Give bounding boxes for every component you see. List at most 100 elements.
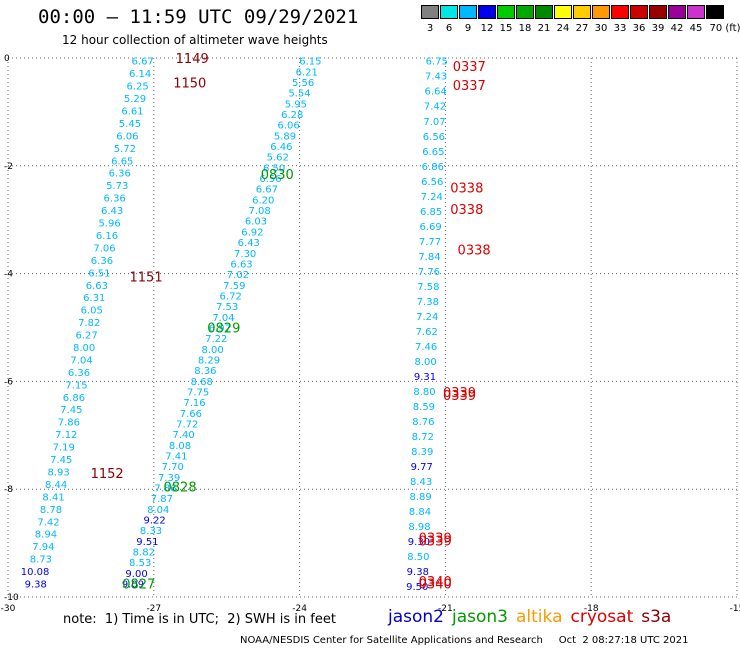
wave-height-label: 8.43	[410, 477, 432, 488]
colorbar-label: 42	[670, 23, 684, 34]
wave-height-label: 9.50	[406, 582, 428, 593]
footnote: note: 1) Time is in UTC; 2) SWH is in fe…	[63, 612, 336, 627]
wave-height-label: 8.59	[413, 402, 435, 413]
wave-height-label: 7.16	[183, 398, 205, 409]
wave-height-label: 6.85	[420, 207, 442, 218]
wave-height-label: 8.41	[42, 492, 64, 503]
wave-height-label: 6.21	[296, 67, 318, 78]
wave-height-label: 6.65	[422, 147, 444, 158]
time-label-s3a: 1152	[91, 467, 124, 482]
wave-height-label: 6.36	[104, 194, 126, 205]
colorbar-label: 39	[651, 23, 665, 34]
wave-height-label: 6.36	[91, 256, 113, 267]
colorbar-cell	[668, 5, 686, 19]
time-label-jason3: 0828	[164, 481, 197, 496]
satellite-legend: jason2 jason3 altika cryosat s3a	[388, 607, 679, 627]
wave-height-label: 7.86	[154, 483, 176, 494]
wave-height-label: 7.87	[151, 494, 173, 505]
wave-height-label: 6.31	[83, 293, 105, 304]
wave-height-label: 5.45	[119, 119, 141, 130]
wave-height-label: 6.25	[126, 82, 148, 93]
wave-height-label: 6.03	[245, 217, 267, 228]
colorbar-cell	[687, 5, 705, 19]
wave-height-label: 9.00	[125, 569, 147, 580]
wave-height-label: 8.50	[407, 552, 429, 563]
colorbar-cell	[554, 5, 572, 19]
wave-height-label: 7.15	[65, 380, 87, 391]
wave-height-label: 8.98	[408, 522, 430, 533]
x-tick-label: -30	[1, 604, 16, 612]
colorbar-cell	[649, 5, 667, 19]
wave-height-label: 8.93	[48, 467, 70, 478]
colorbar-label: 9	[464, 23, 472, 34]
wave-height-label: 6.50	[263, 163, 285, 174]
wave-height-label: 6.72	[220, 291, 242, 302]
wave-height-label: 7.86	[58, 418, 80, 429]
wave-height-label: 7.77	[419, 237, 441, 248]
colorbar-cell	[630, 5, 648, 19]
wave-height-label: 9.22	[144, 516, 166, 527]
time-label-cryosat: 0339	[419, 534, 452, 549]
wave-height-label: 9.77	[411, 462, 433, 473]
wave-height-label: 6.06	[277, 121, 299, 132]
colorbar-cell	[592, 5, 610, 19]
wave-height-label: 7.58	[417, 282, 439, 293]
y-tick-label: -2	[4, 162, 13, 172]
wave-height-label: 6.86	[422, 162, 444, 173]
wave-height-label: 5.96	[98, 219, 120, 230]
wave-height-label: 5.29	[124, 94, 146, 105]
time-label-cryosat: 0339	[443, 389, 476, 404]
legend-item-jason3: jason3	[452, 607, 508, 627]
colorbar-label: 33	[613, 23, 627, 34]
wave-height-label: 5.54	[288, 89, 310, 100]
wave-height-label: 7.42	[424, 102, 446, 113]
wave-height-label: 9.38	[25, 580, 47, 591]
wave-height-label: 7.22	[205, 334, 227, 345]
wave-height-label: 7.06	[93, 243, 115, 254]
wave-height-label: 7.43	[425, 72, 447, 83]
wave-height-label: 7.45	[50, 455, 72, 466]
colorbar-cell	[516, 5, 534, 19]
wave-height-label: 7.39	[158, 473, 180, 484]
colorbar-cell	[611, 5, 629, 19]
credit-line: NOAA/NESDIS Center for Satellite Applica…	[240, 635, 689, 646]
colorbar-cell	[706, 5, 724, 19]
wave-height-label: 8.78	[40, 505, 62, 516]
wave-height-label: 7.38	[417, 297, 439, 308]
wave-height-label: 6.67	[132, 57, 154, 68]
wave-height-label: 6.27	[76, 331, 98, 342]
wave-height-label: 10.08	[21, 567, 50, 578]
wave-height-label: 6.14	[129, 69, 151, 80]
wave-height-label: 7.19	[53, 443, 75, 454]
wave-height-label: 7.41	[165, 451, 187, 462]
colorbar-label: 3	[426, 23, 434, 34]
wave-height-label: 6.56	[421, 177, 443, 188]
colorbar-label: 24	[556, 23, 570, 34]
x-tick-label: -27	[146, 604, 161, 612]
x-tick-label: -15	[730, 604, 740, 612]
wave-height-label: 7.72	[176, 419, 198, 430]
wave-height-label: 7.42	[37, 517, 59, 528]
colorbar-cell	[440, 5, 458, 19]
wave-height-label: 6.97	[209, 323, 231, 334]
wave-height-label: 8.84	[409, 507, 431, 518]
wave-height-label: 8.53	[129, 558, 151, 569]
chart-subtitle: 12 hour collection of altimeter wave hei…	[62, 33, 328, 47]
wave-height-label: 6.69	[419, 222, 441, 233]
time-label-cryosat: 0339	[419, 532, 452, 547]
time-label-jason3: 0830	[261, 168, 294, 183]
wave-height-label: 6.43	[238, 238, 260, 249]
time-label-jason3: 0829	[207, 322, 240, 337]
wave-height-label: 7.84	[418, 252, 440, 263]
wave-height-label: 8.73	[30, 555, 52, 566]
colorbar-label: 30	[594, 23, 608, 34]
wave-height-label: 8.44	[45, 480, 67, 491]
wave-height-label: 6.56	[259, 174, 281, 185]
time-label-cryosat: 0340	[419, 578, 452, 593]
wave-height-label: 8.33	[140, 526, 162, 537]
x-tick-label: -21	[438, 604, 453, 612]
wave-height-label: 7.45	[60, 405, 82, 416]
wave-height-label: 7.59	[223, 281, 245, 292]
wave-height-label: 6.46	[270, 142, 292, 153]
wave-height-label: 8.82	[133, 548, 155, 559]
